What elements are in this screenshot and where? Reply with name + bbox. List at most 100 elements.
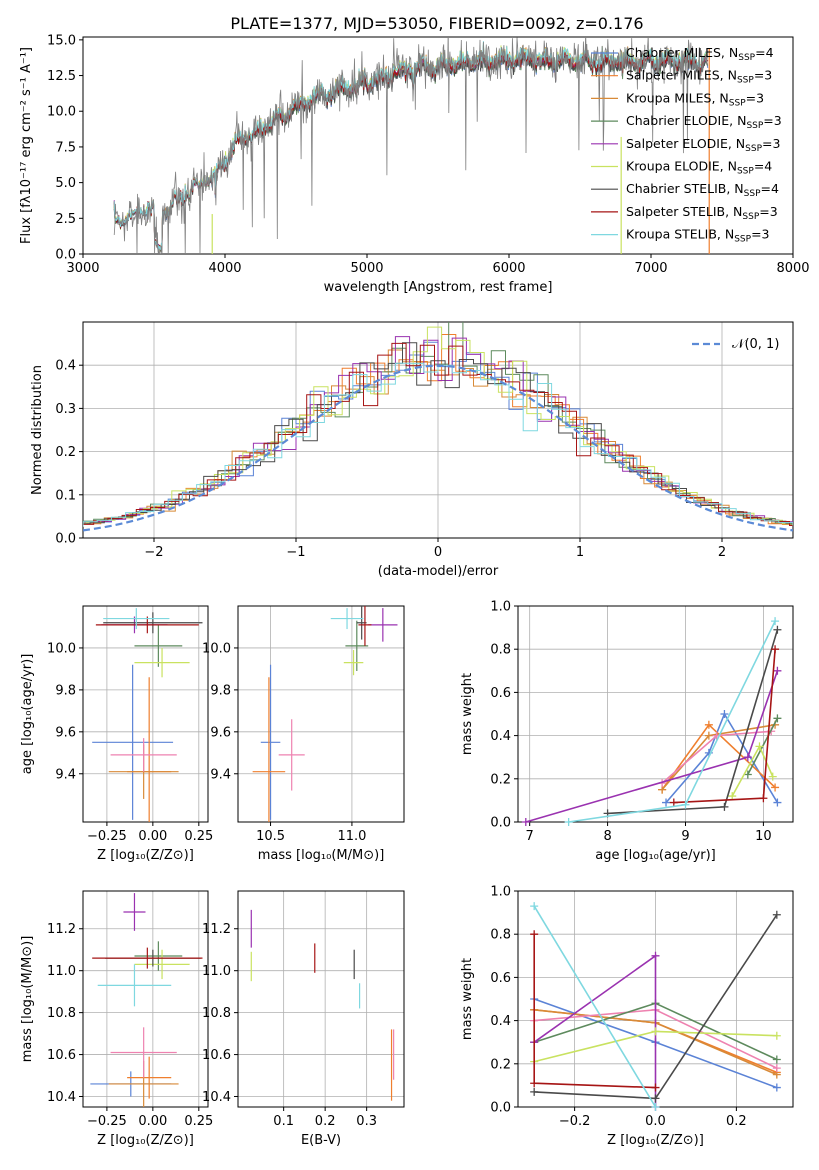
x-tick-label: 0.3 — [356, 1114, 377, 1129]
y-tick-label: 0.3 — [55, 402, 76, 417]
weight-marker-salpeter-elodie — [743, 753, 752, 762]
y-tick-label: 0.2 — [55, 445, 76, 460]
weight-marker-salpeter-elodie — [521, 818, 530, 826]
y-axis-label: mass weight — [460, 958, 475, 1040]
legend-subscript: SSP — [729, 98, 746, 108]
y-tick-label: 10.0 — [202, 641, 231, 656]
x-tick-label: −2 — [144, 545, 163, 560]
mass-vs-ebv-panel: 0.1 0.2 0.3 10.4 10.6 10.8 11.0 11.2 E(B-V) — [202, 890, 405, 1148]
y-tick-label: 0.6 — [490, 971, 511, 986]
x-tick-label: 0.25 — [184, 1114, 213, 1129]
y-axis-label: Normed distribution — [30, 365, 45, 495]
y-tick-label: 0.0 — [55, 532, 76, 547]
x-tick-label: 8 — [603, 829, 611, 844]
y-tick-label: 0.4 — [490, 729, 511, 744]
y-tick-label: 7.5 — [55, 140, 76, 155]
x-tick-label: −0.2 — [559, 1114, 591, 1129]
x-axis-label: (data-model)/error — [378, 564, 499, 579]
x-tick-label: 8000 — [776, 261, 809, 276]
histogram-salpeter-stelib — [83, 342, 793, 526]
axes-frame — [517, 605, 794, 823]
weight-marker-chabrier-stelib — [773, 625, 782, 634]
x-tick-label: 4000 — [208, 261, 241, 276]
y-tick-label: 0.8 — [490, 643, 511, 658]
mass-weight-vs-metallicity-panel: −0.2 0.0 0.2 0.0 0.2 0.4 0.6 0.8 1.0 Z [log₁₀(Z/Z… — [460, 885, 794, 1148]
legend-label: 𝒩(0, 1) — [732, 337, 779, 352]
age-vs-mass-panel: 10.5 11.0 9.4 9.6 9.8 10.0 mass [log₁₀(M/M⊙)] — [202, 605, 405, 863]
y-tick-label: 0.0 — [490, 816, 511, 831]
weight-marker-chabrier-elodie — [743, 770, 752, 779]
x-tick-label: 7 — [526, 829, 534, 844]
weight-marker-kroupa-stelib — [651, 1103, 660, 1111]
weight-marker-chabrier-elodie — [772, 1055, 781, 1064]
legend: Chabrier MILES, NSSP=4 Salpeter MILES, NS… — [591, 45, 782, 245]
x-tick-label: −1 — [286, 545, 305, 560]
x-tick-label: 3000 — [66, 261, 99, 276]
mass-weight-vs-age-panel: 7 8 9 10 0.0 0.2 0.4 0.6 0.8 1.0 age [log₁₀(age/yr… — [460, 600, 794, 863]
histogram-kroupa-stelib — [83, 362, 793, 527]
x-tick-label: 0.00 — [138, 1114, 167, 1129]
figure-title: PLATE=1377, MJD=53050, FIBERID=0092, z=0… — [230, 14, 643, 33]
age-vs-metallicity-panel: −0.25 0.00 0.25 9.4 9.6 9.8 10.0 Z [log₁₀(Z/Z⊙)… — [20, 605, 213, 863]
x-tick-label: 2 — [718, 545, 726, 560]
x-tick-label: 0 — [434, 545, 442, 560]
y-tick-label: 9.8 — [55, 683, 76, 698]
legend-nssp: =4 — [754, 159, 772, 174]
y-tick-label: 0.8 — [490, 928, 511, 943]
y-tick-label: 0.6 — [490, 686, 511, 701]
weight-marker-kroupa-elodie — [651, 1027, 660, 1036]
y-tick-label: 15.0 — [47, 33, 76, 48]
x-tick-label: 6000 — [492, 261, 525, 276]
y-tick-label: 0.1 — [55, 488, 76, 503]
weight-marker-pink — [772, 1064, 781, 1073]
weight-marker-chabrier-stelib — [530, 1087, 539, 1096]
x-tick-label: −0.25 — [87, 829, 127, 844]
x-axis-label: Z [log₁₀(Z/Z⊙)] — [97, 848, 194, 863]
axes-frame — [82, 605, 209, 823]
weight-marker-chabrier-miles — [720, 710, 729, 718]
weight-marker-kroupa-elodie — [755, 742, 764, 751]
legend-subscript: SSP — [744, 189, 761, 199]
legend-label: Chabrier ELODIE, NSSP=3 — [626, 113, 782, 131]
y-tick-label: 0.2 — [490, 1057, 511, 1072]
weight-marker-salpeter-stelib — [651, 1083, 660, 1092]
errorbars — [252, 606, 398, 822]
legend-label: Chabrier MILES, NSSP=4 — [626, 45, 774, 63]
legend-subscript: SSP — [745, 144, 762, 154]
x-tick-label: 7000 — [634, 261, 667, 276]
y-tick-label: 9.6 — [210, 725, 231, 740]
y-tick-label: 10.6 — [47, 1048, 76, 1063]
y-tick-label: 11.2 — [47, 922, 76, 937]
x-tick-label: 0.1 — [273, 1114, 294, 1129]
legend-nssp: =3 — [754, 68, 772, 83]
histograms — [83, 322, 793, 532]
y-tick-label: 12.5 — [47, 69, 76, 84]
y-tick-label: 10.0 — [47, 641, 76, 656]
weight-marker-salpeter-stelib — [669, 798, 678, 807]
y-tick-label: 11.2 — [202, 922, 231, 937]
weight-marker-chabrier-miles — [772, 1083, 781, 1092]
y-tick-label: 11.0 — [202, 964, 231, 979]
legend-subscript: SSP — [734, 235, 751, 245]
y-tick-label: 10.6 — [202, 1048, 231, 1063]
weight-marker-salpeter-miles — [771, 783, 780, 792]
y-tick-label: 9.4 — [55, 767, 76, 782]
y-tick-label: 1.0 — [490, 600, 511, 615]
weight-marker-kroupa-elodie — [728, 792, 737, 801]
y-tick-label: 0.0 — [55, 248, 76, 263]
histogram-kroupa-elodie — [83, 326, 793, 525]
x-axis-label: Z [log₁₀(Z/Z⊙)] — [97, 1133, 194, 1148]
y-tick-label: 11.0 — [47, 964, 76, 979]
errorbars — [250, 909, 395, 1101]
y-tick-label: 9.4 — [210, 767, 231, 782]
weight-marker-chabrier-miles — [773, 798, 782, 807]
y-tick-label: 10.8 — [202, 1006, 231, 1021]
x-axis-label: wavelength [Angstrom, rest frame] — [324, 280, 553, 295]
legend-nssp: =3 — [746, 90, 764, 105]
x-axis-label: mass [log₁₀(M/M⊙)] — [258, 848, 385, 863]
y-tick-label: 10.4 — [47, 1090, 76, 1105]
axes-frame — [82, 890, 209, 1108]
y-tick-label: 10.4 — [202, 1090, 231, 1105]
x-tick-label: 11.0 — [337, 829, 366, 844]
